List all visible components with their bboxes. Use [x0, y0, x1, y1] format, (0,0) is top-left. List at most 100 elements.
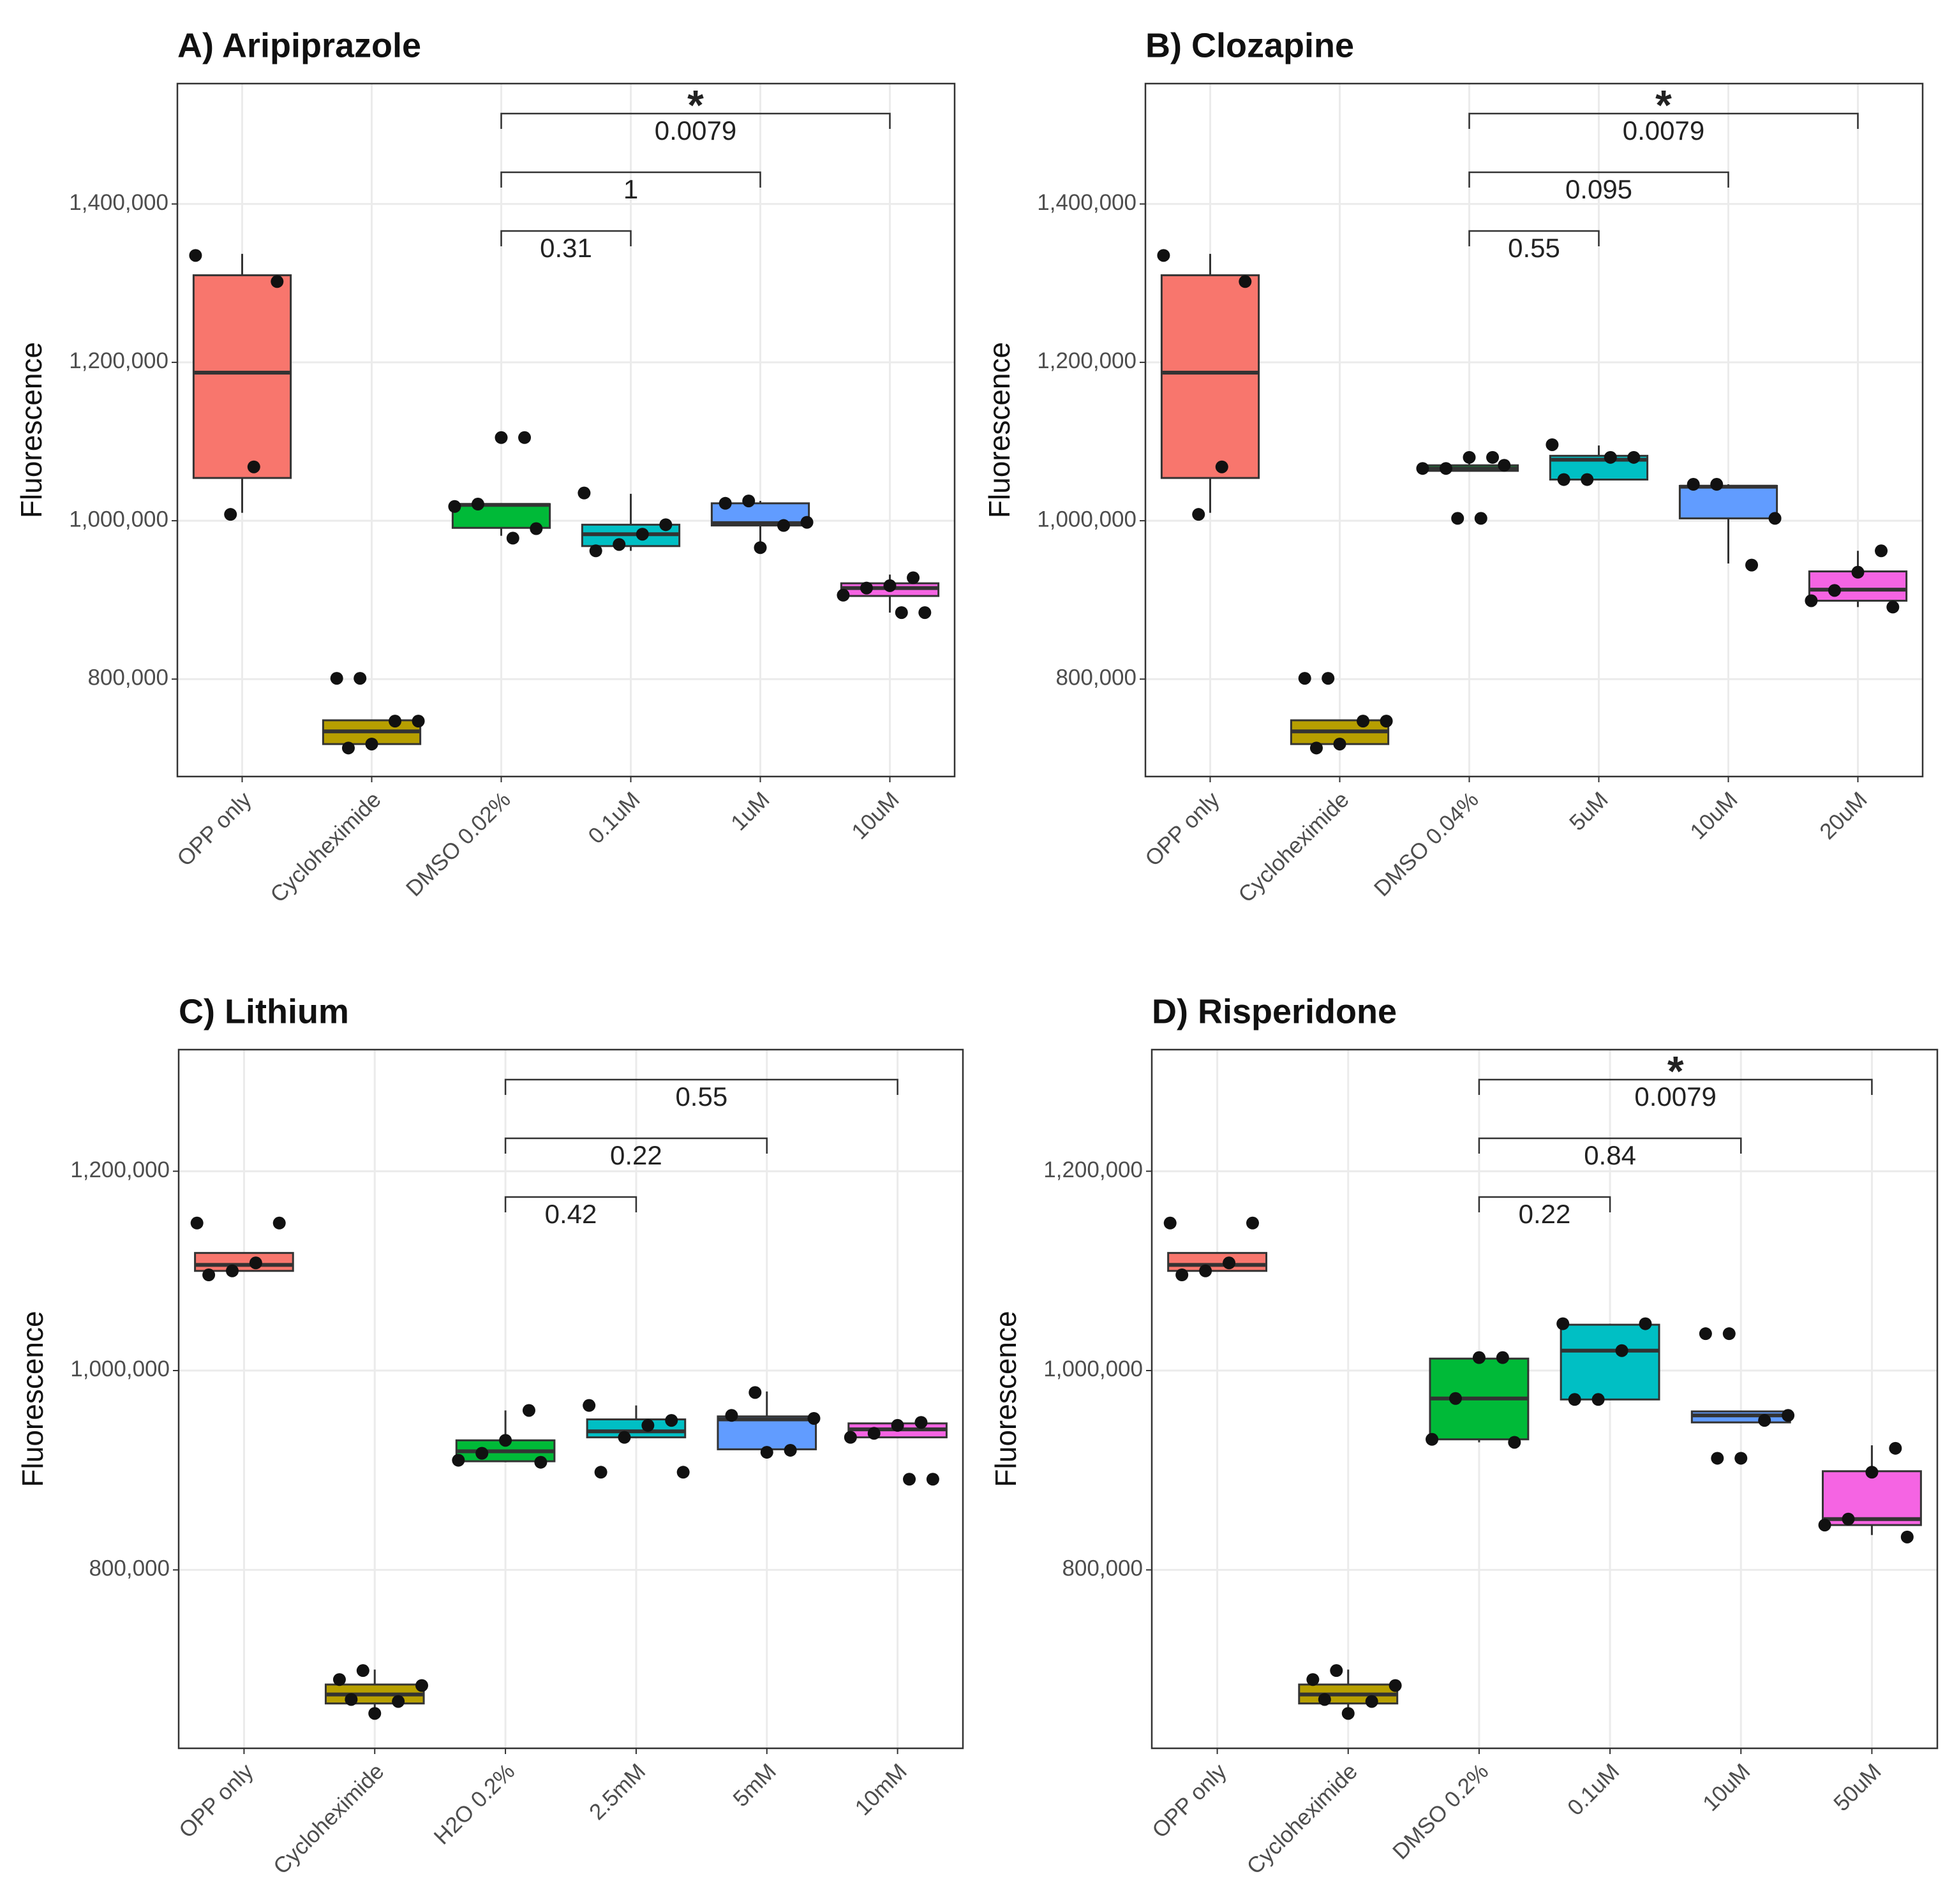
significance-star: * — [1667, 1047, 1684, 1094]
x-tick-label: OPP only — [1140, 787, 1225, 871]
point — [665, 1414, 678, 1427]
plot-background — [177, 84, 955, 777]
y-tick-label: 1,200,000 — [1037, 348, 1136, 373]
point — [1687, 478, 1700, 491]
point — [883, 579, 897, 592]
point — [837, 588, 850, 602]
y-axis-label: Fluorescence — [983, 342, 1016, 518]
point — [1722, 1327, 1736, 1341]
x-tick-label: 1uM — [726, 787, 775, 836]
comparison-bracket — [1478, 1078, 1873, 1095]
point — [332, 1673, 346, 1686]
y-axis-label: Fluorescence — [989, 1311, 1022, 1487]
plot-border — [1151, 1048, 1939, 1750]
point — [448, 500, 461, 513]
point — [534, 1455, 548, 1469]
y-tick-label: 800,000 — [1055, 666, 1136, 690]
point — [1615, 1344, 1628, 1357]
point — [1306, 1673, 1320, 1686]
point — [1875, 544, 1888, 558]
point — [1426, 1432, 1439, 1446]
point — [225, 1264, 239, 1277]
point — [867, 1427, 881, 1440]
point — [506, 532, 519, 545]
point — [1416, 462, 1429, 475]
point — [365, 738, 378, 751]
point — [1699, 1327, 1712, 1341]
point — [1889, 1441, 1902, 1455]
point — [530, 522, 543, 535]
y-tick-label: 1,000,000 — [1037, 507, 1136, 532]
point — [760, 1446, 773, 1459]
chart-title: D) Risperidone — [1152, 992, 1397, 1030]
box — [1160, 274, 1260, 479]
point — [389, 715, 402, 728]
point — [618, 1431, 631, 1444]
y-tick-label: 1,200,000 — [69, 348, 168, 373]
point — [1357, 715, 1370, 728]
x-tick-label: 20uM — [1815, 787, 1872, 844]
p-value-label: 0.0079 — [655, 115, 736, 145]
point — [926, 1473, 939, 1486]
p-value-label: 0.22 — [610, 1140, 662, 1170]
x-tick-label: OPP only — [1147, 1759, 1232, 1843]
point — [1546, 438, 1559, 451]
p-value-label: 0.22 — [1519, 1199, 1571, 1229]
x-tick-label: DMSO 0.2% — [1388, 1759, 1493, 1864]
y-tick-label: 800,000 — [1062, 1556, 1143, 1581]
x-tick-label: Cycloheximide — [269, 1759, 389, 1880]
comparison-bracket — [1478, 1137, 1742, 1154]
comparison-bracket — [504, 1137, 768, 1154]
y-axis-label: Fluorescence — [16, 1311, 49, 1487]
box — [1821, 1470, 1922, 1526]
plot-border — [177, 1048, 964, 1750]
point — [1223, 1256, 1236, 1270]
y-tick-label: 1,000,000 — [70, 1357, 170, 1381]
x-tick-label: 10uM — [1698, 1759, 1755, 1816]
point — [1498, 459, 1511, 472]
chart-title: B) Clozapine — [1145, 26, 1354, 64]
comparison-bracket — [504, 1078, 898, 1095]
point — [392, 1695, 405, 1708]
point — [577, 486, 591, 500]
point — [1449, 1392, 1462, 1405]
box — [717, 1415, 817, 1450]
point — [249, 1256, 262, 1270]
point — [1451, 512, 1464, 525]
y-tick-label: 1,200,000 — [70, 1157, 170, 1182]
point — [659, 518, 673, 532]
point — [471, 498, 484, 511]
x-tick-label: DMSO 0.02% — [401, 787, 516, 902]
comparison-bracket — [500, 230, 632, 246]
plot-background — [1152, 1050, 1937, 1748]
point — [844, 1431, 857, 1444]
p-value-label: 0.0079 — [1634, 1082, 1716, 1112]
point — [1157, 249, 1170, 262]
point — [742, 495, 756, 508]
point — [190, 1216, 204, 1230]
point — [1175, 1268, 1189, 1282]
point — [918, 606, 932, 620]
point — [807, 1411, 821, 1425]
significance-star: * — [687, 81, 704, 128]
point — [224, 508, 237, 521]
x-tick-label: 2.5mM — [585, 1759, 650, 1825]
point — [1496, 1351, 1509, 1364]
point — [1298, 672, 1311, 685]
point — [1828, 584, 1841, 597]
point — [1851, 565, 1865, 579]
point — [1734, 1452, 1748, 1465]
p-value-label: 0.55 — [675, 1082, 727, 1112]
box — [1560, 1323, 1660, 1401]
point — [907, 571, 920, 584]
x-tick-label: DMSO 0.04% — [1369, 787, 1484, 902]
point — [1591, 1393, 1605, 1406]
point — [1215, 460, 1228, 473]
point — [895, 606, 908, 620]
comparison-bracket — [1468, 230, 1600, 246]
point — [784, 1443, 797, 1457]
p-value-label: 0.31 — [540, 233, 592, 263]
point — [1842, 1512, 1855, 1526]
point — [583, 1399, 596, 1412]
